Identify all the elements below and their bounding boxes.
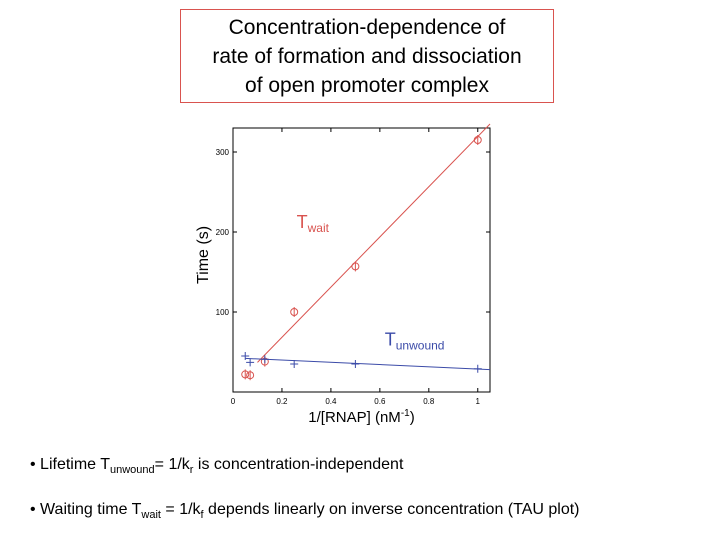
data-point-unwound [473,364,482,373]
series-wait: Twait [241,123,491,381]
bullet-1-post: is concentration-independent [193,456,404,473]
series-unwound: Tunwound [241,330,491,373]
bullet-1-sub: unwound [110,464,155,477]
x-tick-label: 0 [231,397,236,406]
bullet-1-pre: • Lifetime T [30,456,110,473]
bullet-1-sub2: r [189,464,194,477]
x-tick-label: 1 [476,397,481,406]
data-point-unwound [351,360,360,368]
series-label-wait: Twait [297,212,330,235]
plot-frame [232,127,491,393]
x-tick-label: 0.8 [423,397,435,406]
y-axis-label: Time (s) [195,226,212,284]
data-point-unwound [260,355,269,364]
bullet-2-sub: wait [141,509,161,522]
data-point-wait [290,307,299,317]
data-point-unwound [290,360,299,368]
data-point-wait [246,370,255,381]
bullet-lifetime: • Lifetime Tunwound= 1/kr is concentrati… [30,456,403,476]
y-tick-label: 300 [216,148,230,157]
title-line-1: Concentration-dependence of [228,16,506,39]
series-label-unwound: Tunwound [385,330,445,353]
data-point-wait [241,369,250,380]
bullet-2-pre: • Waiting time T [30,501,142,518]
x-tick-label: 0.6 [374,397,386,406]
x-tick-label: 0.4 [325,397,337,406]
data-point-unwound [241,352,250,360]
bullet-2-post: depends linearly on inverse concentratio… [203,501,580,518]
bullet-2-sub2: f [200,509,204,522]
fit-line-wait [257,123,491,363]
bullet-waiting-time: • Waiting time Twait = 1/kf depends line… [30,501,580,521]
x-tick-label: 0.2 [276,397,288,406]
y-tick-label: 100 [216,308,230,317]
title-line-2: rate of formation and dissociation [212,45,522,68]
bullet-2-mid: = 1/k [160,501,201,518]
data-point-wait [473,135,482,145]
data-point-unwound [246,358,255,367]
title-line-3: of open promoter complex [245,74,489,97]
data-point-wait [351,261,360,272]
y-tick-label: 200 [216,228,230,237]
bullet-1-mid: = 1/k [154,456,190,473]
x-axis-label: 1/[RNAP] (nM-1) [308,408,414,426]
slide-title: Concentration-dependence of rate of form… [180,9,554,103]
fit-line-unwound [245,357,491,371]
